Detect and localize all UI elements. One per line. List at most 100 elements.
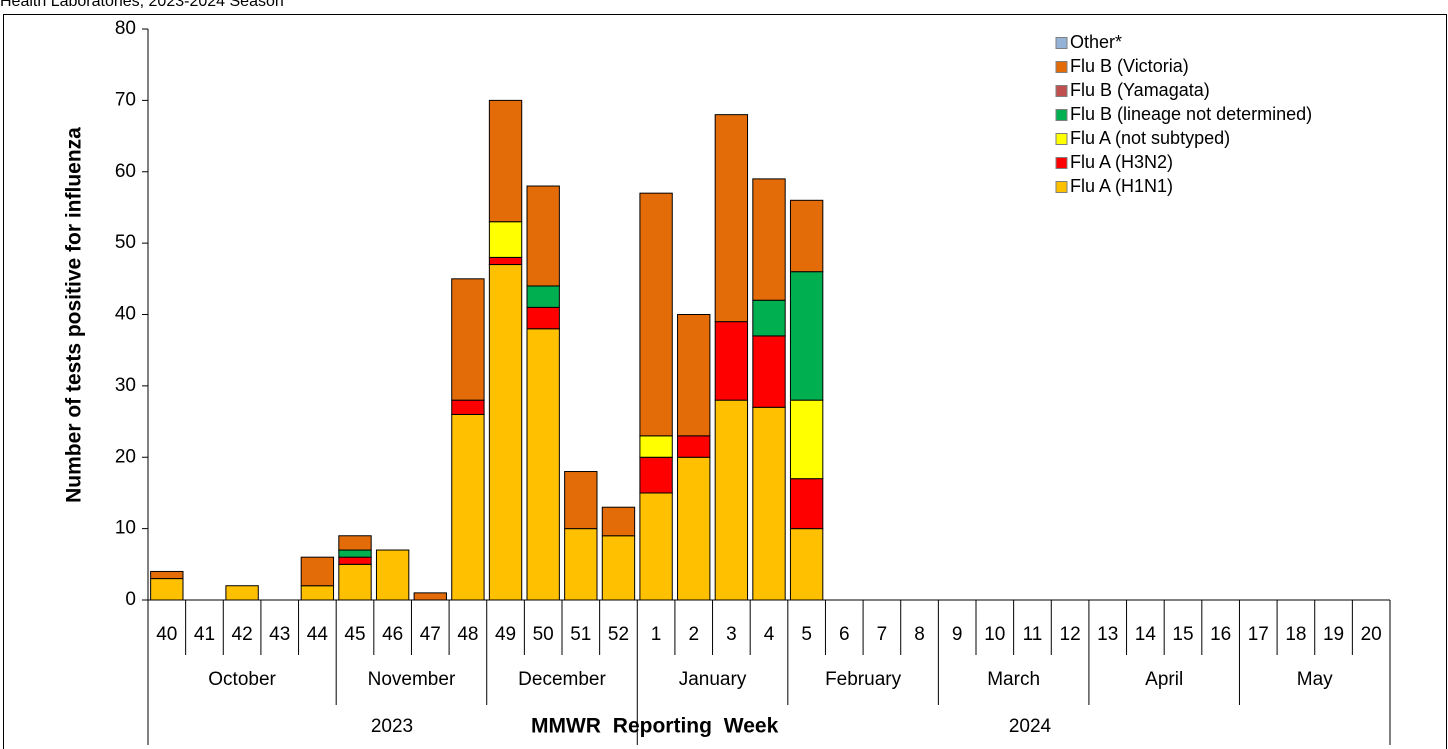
bar-segment bbox=[451, 413, 485, 601]
x-axis-label: MMWR Reporting Week bbox=[531, 715, 779, 738]
legend-swatch bbox=[1055, 181, 1068, 193]
bar-segment bbox=[375, 549, 410, 601]
legend-swatch bbox=[1055, 157, 1068, 169]
bar-segment bbox=[677, 435, 711, 458]
x-tick-label: 49 bbox=[495, 624, 516, 645]
x-tick-label: 42 bbox=[232, 624, 253, 645]
legend-swatch bbox=[1055, 109, 1068, 121]
month-label: May bbox=[1297, 669, 1333, 690]
bar-segment bbox=[639, 192, 673, 437]
bar-segment bbox=[789, 399, 824, 480]
bar-segment bbox=[300, 585, 335, 601]
bar-segment bbox=[338, 549, 372, 558]
y-tick-label: 20 bbox=[115, 446, 136, 467]
legend-label: Flu A (H3N2) bbox=[1070, 152, 1173, 172]
x-tick-label: 19 bbox=[1323, 624, 1344, 645]
bar-segment bbox=[752, 299, 786, 337]
month-label: November bbox=[368, 669, 456, 690]
x-tick-label: 40 bbox=[156, 624, 177, 645]
x-tick-label: 9 bbox=[952, 624, 963, 645]
x-tick-label: 8 bbox=[914, 624, 925, 645]
bar-segment bbox=[526, 306, 560, 330]
y-tick-label: 50 bbox=[115, 232, 136, 253]
bar-segment bbox=[601, 506, 636, 537]
bar-segment bbox=[677, 456, 711, 601]
x-tick-label: 15 bbox=[1172, 624, 1193, 645]
x-tick-label: 44 bbox=[307, 624, 329, 645]
bar-segment bbox=[601, 535, 636, 601]
x-tick-label: 2 bbox=[688, 624, 699, 645]
x-tick-label: 16 bbox=[1210, 624, 1231, 645]
x-tick-label: 10 bbox=[984, 624, 1005, 645]
bar-segment bbox=[789, 271, 824, 401]
bar-segment bbox=[564, 528, 598, 601]
y-tick-label: 70 bbox=[115, 89, 136, 110]
bar-segment bbox=[488, 99, 523, 223]
month-label: February bbox=[825, 669, 902, 690]
x-tick-label: 12 bbox=[1060, 624, 1081, 645]
year-label: 2023 bbox=[371, 716, 413, 737]
x-tick-label: 1 bbox=[651, 624, 662, 645]
month-label: October bbox=[208, 669, 276, 690]
legend-label: Other* bbox=[1070, 32, 1122, 52]
legend-swatch bbox=[1055, 37, 1068, 49]
bar-segment bbox=[338, 535, 372, 551]
x-tick-label: 11 bbox=[1023, 624, 1043, 645]
bar-segment bbox=[639, 456, 673, 494]
bar-segment bbox=[714, 321, 749, 401]
x-tick-label: 14 bbox=[1135, 624, 1157, 645]
chart-title: Health Laboratories, 2023-2024 Season bbox=[0, 0, 284, 10]
bar-segment bbox=[714, 114, 749, 323]
bar-segment bbox=[752, 178, 786, 301]
bar-segment bbox=[451, 278, 485, 401]
x-tick-label: 41 bbox=[194, 624, 215, 645]
x-tick-label: 50 bbox=[533, 624, 554, 645]
bar-segment bbox=[714, 399, 749, 601]
x-tick-label: 4 bbox=[764, 624, 775, 645]
bar-segment bbox=[639, 435, 673, 458]
month-label: March bbox=[987, 669, 1040, 690]
bar-segment bbox=[639, 492, 673, 601]
bar-segment bbox=[789, 528, 824, 601]
bar-segment bbox=[752, 335, 786, 408]
x-tick-label: 18 bbox=[1285, 624, 1306, 645]
x-tick-label: 7 bbox=[877, 624, 888, 645]
x-tick-label: 46 bbox=[382, 624, 403, 645]
bar-segment bbox=[338, 556, 372, 565]
x-tick-label: 17 bbox=[1248, 624, 1269, 645]
y-tick-label: 40 bbox=[115, 304, 136, 325]
bar-segment bbox=[225, 585, 259, 601]
x-tick-label: 13 bbox=[1097, 624, 1118, 645]
x-tick-label: 47 bbox=[420, 624, 441, 645]
x-tick-label: 43 bbox=[269, 624, 290, 645]
x-tick-label: 6 bbox=[839, 624, 850, 645]
bar-segment bbox=[488, 256, 523, 266]
y-tick-label: 80 bbox=[115, 18, 136, 39]
legend-swatch bbox=[1055, 61, 1068, 73]
bar-segment bbox=[789, 199, 824, 273]
bar-segment bbox=[564, 471, 598, 530]
year-label: 2024 bbox=[1009, 716, 1052, 737]
bar-segment bbox=[752, 406, 786, 601]
bar-segment bbox=[526, 328, 560, 601]
legend-label: Flu A (not subtyped) bbox=[1070, 128, 1230, 148]
chart-frame bbox=[3, 14, 1447, 749]
bar-segment bbox=[488, 221, 523, 258]
y-tick-label: 0 bbox=[125, 589, 136, 610]
bar-segment bbox=[526, 285, 560, 308]
month-label: December bbox=[518, 669, 606, 690]
x-tick-label: 3 bbox=[726, 624, 737, 645]
y-tick-label: 30 bbox=[115, 375, 136, 396]
legend-swatch bbox=[1055, 85, 1068, 97]
bar-segment bbox=[150, 570, 184, 580]
bar-segment bbox=[677, 314, 711, 437]
bar-segment bbox=[451, 399, 485, 415]
bar-segment bbox=[789, 478, 824, 530]
x-tick-label: 48 bbox=[457, 624, 478, 645]
bar-segment bbox=[150, 578, 184, 601]
y-tick-label: 60 bbox=[115, 161, 136, 182]
legend-label: Flu B (Victoria) bbox=[1070, 56, 1189, 76]
y-axis-label: Number of tests positive for influenza bbox=[63, 127, 86, 503]
month-label: January bbox=[679, 669, 747, 690]
